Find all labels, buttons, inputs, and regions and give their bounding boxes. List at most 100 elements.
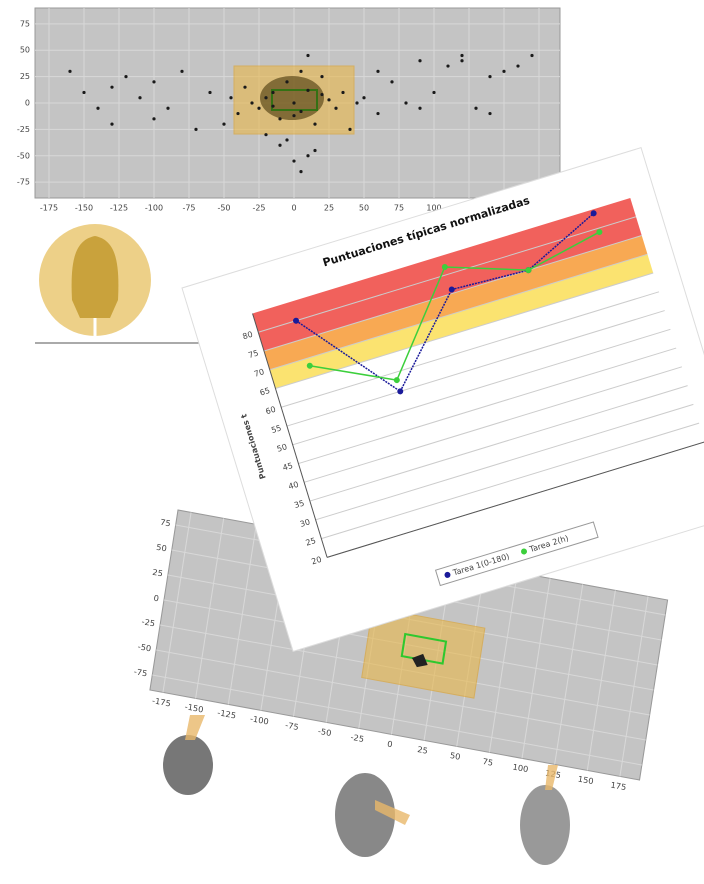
gaze-point (68, 69, 72, 73)
series-point (306, 362, 313, 369)
y-tick-label: 25 (20, 72, 30, 81)
grid-line (315, 403, 694, 521)
gaze-blob (411, 653, 428, 668)
grid-line (152, 674, 642, 766)
gaze-point (96, 106, 100, 110)
gaze-point (474, 106, 478, 110)
x-tick-label: -50 (317, 726, 332, 738)
x-tick-label: 100 (426, 204, 441, 213)
gaze-point (306, 53, 310, 58)
x-tick-label: 75 (394, 204, 404, 213)
gaze-point (327, 98, 331, 102)
gaze-point (264, 133, 268, 137)
top-chart: -175-150-125-100-75-50-25025507510012515… (17, 7, 561, 213)
gaze-point (502, 69, 506, 73)
gaze-point (257, 106, 261, 110)
x-tick-label: 25 (324, 204, 334, 213)
y-tick-label: -25 (17, 125, 30, 134)
y-tick-label: 35 (293, 499, 305, 511)
gaze-point (243, 85, 247, 89)
gaze-point (320, 92, 324, 97)
gaze-point (250, 101, 254, 105)
gaze-point (271, 90, 275, 95)
y-tick-label: 25 (305, 536, 317, 548)
grid-line (269, 253, 648, 371)
gaze-point (152, 117, 156, 121)
gaze-point (446, 64, 450, 68)
gaze-point (292, 114, 296, 118)
y-tick-label: 50 (276, 442, 288, 454)
gaze-point (264, 96, 268, 100)
x-tick-label: -150 (75, 204, 93, 213)
x-tick-label: -125 (110, 204, 128, 213)
gaze-point (166, 106, 170, 110)
gaze-point (306, 154, 310, 158)
y-tick-label: -50 (17, 151, 30, 160)
gaze-point (285, 138, 289, 142)
x-tick-label: 75 (482, 756, 494, 768)
y-tick-label: 50 (156, 542, 168, 554)
gaze-point (418, 106, 422, 110)
gaze-point (341, 90, 345, 95)
y-tick-label: 70 (253, 367, 265, 379)
grid-line (292, 328, 671, 446)
x-tick-label: 0 (387, 739, 394, 750)
x-tick-label: 50 (449, 750, 461, 762)
gaze-point (376, 69, 380, 73)
threshold-band (264, 235, 648, 370)
gaze-point (194, 127, 198, 131)
gaze-point (124, 75, 128, 79)
y-tick-label: 80 (241, 330, 253, 342)
series-point (293, 317, 300, 324)
gaze-cluster (260, 76, 324, 120)
x-tick-label: -75 (285, 720, 300, 732)
gaze-point (271, 104, 275, 108)
gaze-point (313, 148, 317, 153)
gaze-point (404, 101, 408, 105)
gaze-point (222, 122, 226, 126)
y-tick-label: 75 (20, 19, 30, 28)
y-tick-label: 75 (160, 517, 172, 529)
x-tick-label: -25 (350, 732, 365, 744)
y-tick-label: 40 (287, 480, 299, 492)
gaze-point (306, 88, 310, 92)
gaze-point (292, 159, 296, 163)
x-tick-label: -50 (217, 204, 230, 213)
y-tick-label: -50 (137, 641, 152, 653)
y-tick-label: 20 (310, 555, 322, 567)
y-tick-label: 30 (299, 517, 311, 529)
legend-swatch (444, 571, 451, 578)
x-tick-label: 100 (512, 762, 529, 775)
y-tick-label: -75 (133, 666, 148, 678)
grid-line (298, 347, 677, 465)
series-point (590, 210, 597, 217)
threshold-band (269, 254, 654, 389)
grid-line (286, 310, 665, 427)
x-axis (326, 441, 704, 558)
gaze-point (152, 80, 156, 84)
gaze-point (530, 53, 534, 58)
grid-line (275, 272, 654, 390)
gaze-point (236, 111, 240, 116)
y-tick-label: 65 (259, 386, 271, 398)
gaze-point (278, 143, 282, 147)
gaze-point (180, 69, 184, 73)
y-tick-label: 25 (152, 567, 164, 579)
y-tick-label: 55 (270, 423, 282, 435)
y-tick-label: 75 (247, 348, 259, 360)
x-tick-label: -100 (145, 204, 163, 213)
gaze-point (460, 53, 464, 58)
gaze-point (320, 75, 324, 79)
x-tick-label: -175 (151, 695, 171, 708)
gaze-point (229, 96, 233, 100)
gaze-point (390, 80, 394, 84)
y-tick-label: 0 (153, 593, 160, 604)
y-axis (252, 313, 328, 558)
series-point (397, 388, 404, 395)
gaze-point (488, 111, 492, 116)
x-tick-label: -150 (184, 701, 204, 714)
gaze-point (516, 64, 520, 68)
gaze-point (299, 170, 303, 174)
gaze-point (334, 106, 338, 110)
series-point (525, 267, 532, 274)
